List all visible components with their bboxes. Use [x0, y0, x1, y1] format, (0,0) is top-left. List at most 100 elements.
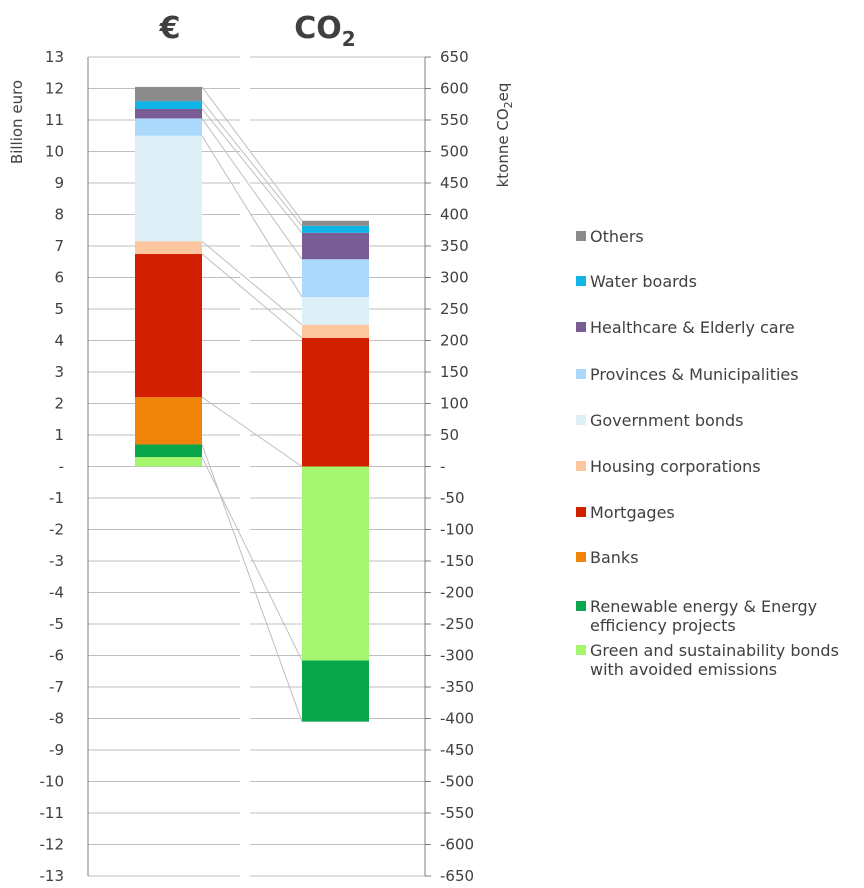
left-tick-label: -2: [49, 521, 64, 539]
left-tick-label: 9: [54, 174, 64, 192]
legend-swatch: [576, 231, 586, 241]
right-axis-label-sub: 2: [502, 101, 515, 108]
left-tick-label: -4: [49, 584, 64, 602]
connector-line: [201, 240, 303, 326]
legend-swatch: [576, 507, 586, 517]
right-tick-label: -400: [440, 710, 474, 728]
left-tick-label: -13: [40, 867, 65, 885]
legend-label: Housing corporations: [590, 457, 761, 476]
left-tick-label: -7: [49, 678, 64, 696]
legend-label-line: Renewable energy & Energy: [590, 597, 817, 616]
bar-euro-segment: [135, 108, 202, 119]
legend-label-line: efficiency projects: [590, 616, 736, 635]
connector-line: [201, 444, 303, 722]
column-gap: [240, 55, 250, 878]
legend-swatch: [576, 461, 586, 471]
left-tick-label: 11: [45, 111, 64, 129]
left-tick-label: -9: [49, 741, 64, 759]
right-tick-label: -600: [440, 836, 474, 854]
category-title-euro: €: [159, 11, 181, 46]
legend-label: Mortgages: [590, 503, 675, 522]
legend-label-line: Green and sustainability bonds: [590, 641, 839, 660]
left-tick-label: 12: [45, 80, 64, 98]
right-tick-label: -350: [440, 678, 474, 696]
right-tick-label: -200: [440, 584, 474, 602]
left-tick-label: 4: [54, 332, 64, 350]
bar-euro-segment: [135, 86, 202, 102]
bar-euro-segment: [135, 241, 202, 254]
legend-label: Others: [590, 227, 644, 246]
legend-label: Healthcare & Elderly care: [590, 318, 795, 337]
bars: [135, 86, 369, 722]
legend-label: Banks: [590, 548, 639, 567]
left-tick-label: 2: [54, 395, 64, 413]
bar-co2-segment: [302, 324, 369, 338]
right-tick-label: 50: [440, 426, 459, 444]
bar-co2-segment: [302, 232, 369, 260]
right-tick-label: -150: [440, 552, 474, 570]
left-tick-label: 1: [54, 426, 64, 444]
connector-line: [201, 396, 303, 467]
connector-line: [201, 86, 303, 222]
legend-swatch: [576, 552, 586, 562]
right-tick-label: 450: [440, 174, 469, 192]
bar-euro-segment: [135, 101, 202, 109]
right-tick-label: 150: [440, 363, 469, 381]
left-tick-label: -5: [49, 615, 64, 633]
category-title-co2: CO2: [294, 11, 355, 51]
left-tick-label: -6: [49, 647, 64, 665]
left-tick-label: -10: [40, 773, 65, 791]
right-axis-label-tail: eq: [494, 83, 512, 102]
bar-euro-segment: [135, 444, 202, 458]
legend-label-line: Others: [590, 227, 644, 246]
bar-co2-segment: [302, 220, 369, 226]
bar-co2-segment: [302, 660, 369, 722]
bar-euro-segment: [135, 397, 202, 445]
legend-label-line: Banks: [590, 548, 639, 567]
right-tick-label: 600: [440, 80, 469, 98]
left-tick-label: -11: [40, 804, 65, 822]
legend-swatch: [576, 601, 586, 611]
legend-label-line: Provinces & Municipalities: [590, 365, 799, 384]
legend-swatch: [576, 276, 586, 286]
connector-line: [201, 253, 303, 339]
left-tick-label: -3: [49, 552, 64, 570]
co2-main: CO: [294, 11, 342, 46]
legend-swatch: [576, 369, 586, 379]
legend-label-line: Water boards: [590, 272, 697, 291]
legend-label-line: Government bonds: [590, 411, 743, 430]
left-tick-label: 5: [54, 300, 64, 318]
left-tick-label: -8: [49, 710, 64, 728]
legend-label-line: with avoided emissions: [590, 660, 777, 679]
right-tick-label: -50: [440, 489, 465, 507]
right-tick-label: -550: [440, 804, 474, 822]
right-tick-label: -: [440, 458, 445, 476]
bar-co2-segment: [302, 466, 369, 661]
left-tick-label: 3: [54, 363, 64, 381]
bar-euro-segment: [135, 457, 202, 467]
legend-label-line: Mortgages: [590, 503, 675, 522]
right-tick-label: -300: [440, 647, 474, 665]
right-tick-label: -250: [440, 615, 474, 633]
left-tick-label: -12: [40, 836, 65, 854]
right-axis-label: ktonne CO2eq: [494, 83, 515, 188]
legend-label: Green and sustainability bonds with avoid…: [590, 641, 839, 679]
legend-swatch: [576, 322, 586, 332]
bar-co2-segment: [302, 259, 369, 298]
right-tick-label: 400: [440, 206, 469, 224]
legend-swatch: [576, 415, 586, 425]
legend-label-line: Housing corporations: [590, 457, 761, 476]
right-axis-label-main: ktonne CO: [494, 108, 512, 187]
left-tick-label: -1: [49, 489, 64, 507]
right-tick-label: -500: [440, 773, 474, 791]
legend-swatch: [576, 645, 586, 655]
connector-line: [201, 100, 303, 227]
bar-co2-segment: [302, 225, 369, 233]
left-tick-label: 10: [45, 143, 64, 161]
bar-euro-segment: [135, 118, 202, 136]
legend: Others Water boards Healthcare & Elderly c…: [576, 227, 839, 679]
right-tick-label: 250: [440, 300, 469, 318]
connector-line: [201, 456, 303, 661]
